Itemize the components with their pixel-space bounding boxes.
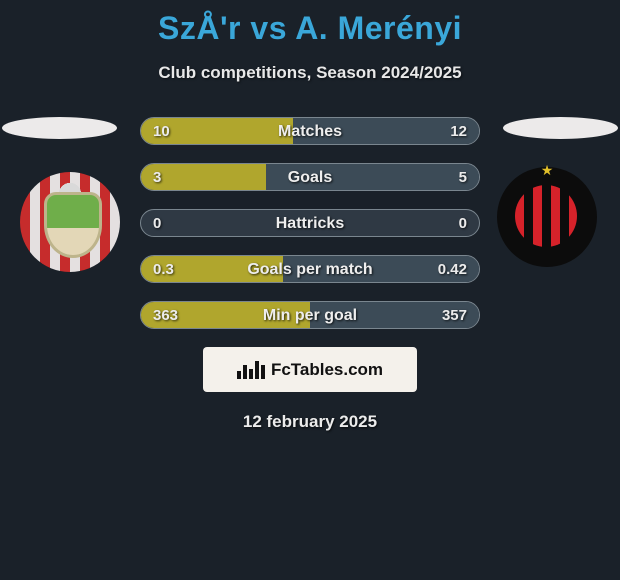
stat-row-matches: 10 Matches 12 <box>140 117 480 145</box>
club-crest-left <box>20 172 120 272</box>
shadow-ellipse-right <box>503 117 618 139</box>
stat-row-gpm: 0.3 Goals per match 0.42 <box>140 255 480 283</box>
page-title: SzÅ'r vs A. Merényi <box>0 0 620 47</box>
stat-row-goals: 3 Goals 5 <box>140 163 480 191</box>
stat-label: Goals <box>141 164 479 191</box>
stat-label: Hattricks <box>141 210 479 237</box>
stat-value-right: 357 <box>430 302 479 329</box>
stat-row-hattricks: 0 Hattricks 0 <box>140 209 480 237</box>
club-crest-right <box>497 167 597 267</box>
stat-value-right: 5 <box>447 164 479 191</box>
shadow-ellipse-left <box>2 117 117 139</box>
brand-box: FcTables.com <box>203 347 417 392</box>
stat-value-right: 0 <box>447 210 479 237</box>
stat-label: Matches <box>141 118 479 145</box>
stat-bars: 10 Matches 12 3 Goals 5 0 Hattricks 0 0.… <box>140 117 480 329</box>
brand-barchart-icon <box>237 361 265 379</box>
date-text: 12 february 2025 <box>0 412 620 432</box>
stat-value-right: 0.42 <box>426 256 479 283</box>
brand-text: FcTables.com <box>271 360 383 380</box>
stat-row-mpg: 363 Min per goal 357 <box>140 301 480 329</box>
page-subtitle: Club competitions, Season 2024/2025 <box>0 63 620 83</box>
stat-value-right: 12 <box>438 118 479 145</box>
comparison-container: 10 Matches 12 3 Goals 5 0 Hattricks 0 0.… <box>0 117 620 329</box>
stat-label: Min per goal <box>141 302 479 329</box>
